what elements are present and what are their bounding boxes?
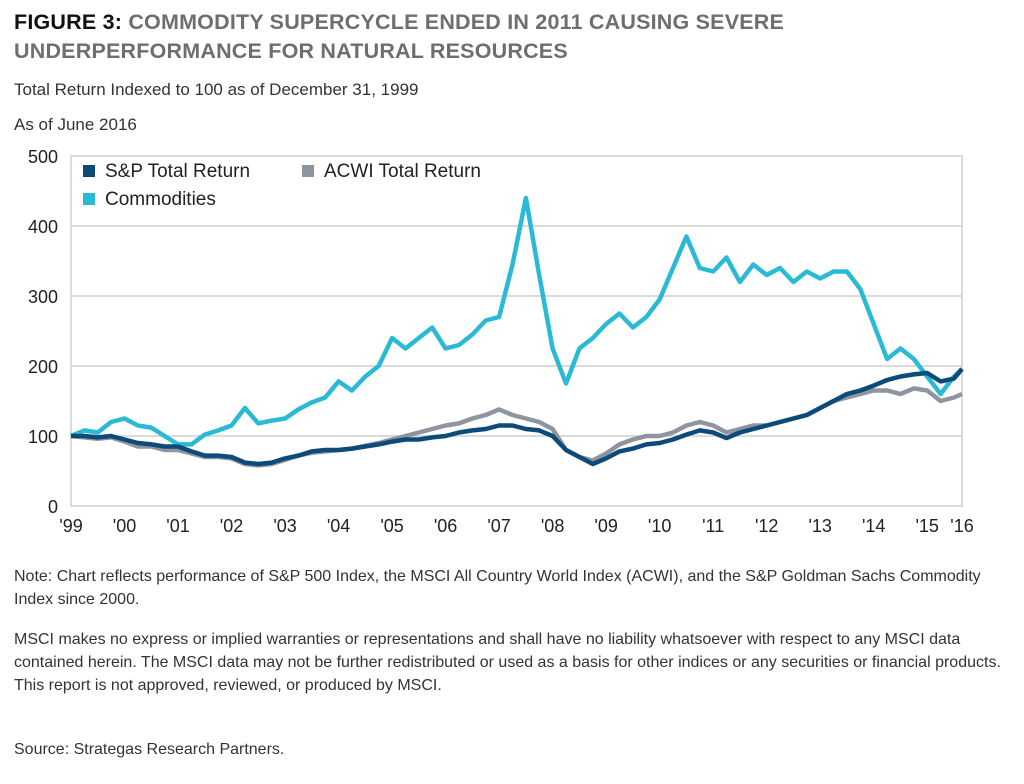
x-tick-label: '00 — [113, 516, 136, 536]
x-tick-label: '01 — [166, 516, 189, 536]
x-tick-label: '11 — [702, 516, 724, 536]
legend-swatch — [83, 165, 95, 177]
x-tick-label: '07 — [487, 516, 510, 536]
line-chart: 0 100 200 300 400 500 '99 '00 '01 '02 '03 '04 '05 '06… — [28, 147, 974, 536]
x-tick-label: '03 — [273, 516, 296, 536]
chart-title: FIGURE 3: COMMODITY SUPERCYCLE ENDED IN … — [14, 8, 1014, 66]
legend-label: ACWI Total Return — [324, 161, 481, 182]
x-tick-label: '10 — [648, 516, 671, 536]
x-tick-label: '05 — [380, 516, 403, 536]
x-tick-label: '04 — [327, 516, 350, 536]
y-tick-label: 400 — [28, 217, 58, 237]
series-line-commodities — [70, 195, 964, 447]
as-of-date: As of June 2016 — [14, 115, 137, 134]
plot-frame — [70, 155, 963, 507]
x-tick-label: '15 — [915, 516, 938, 536]
x-tick-label: '16 — [950, 516, 973, 536]
x-tick-label: '06 — [434, 516, 457, 536]
x-tick-label: '99 — [59, 516, 82, 536]
legend-label: S&P Total Return — [105, 161, 250, 182]
y-tick-label: 300 — [28, 287, 58, 307]
legend-swatch — [302, 165, 314, 177]
x-tick-label: '08 — [541, 516, 564, 536]
x-tick-label: '02 — [220, 516, 243, 536]
figure-label: FIGURE 3: — [14, 10, 123, 34]
msci-disclaimer: MSCI makes no express or implied warrant… — [14, 631, 1001, 694]
x-tick-label: '09 — [594, 516, 617, 536]
x-tick-label: '12 — [755, 516, 778, 536]
source-note: Source: Strategas Research Partners. — [14, 741, 285, 758]
y-tick-label: 500 — [28, 147, 58, 167]
title-text: COMMODITY SUPERCYCLE ENDED IN 2011 CAUSI… — [14, 10, 785, 63]
series-line-s-p-total-return — [71, 367, 964, 467]
legend-swatch — [83, 193, 95, 205]
y-tick-label: 0 — [48, 497, 58, 517]
y-tick-label: 100 — [28, 427, 58, 447]
chart-subtitle: Total Return Indexed to 100 as of Decemb… — [14, 80, 419, 99]
chart-note: Note: Chart reflects performance of S&P … — [14, 568, 981, 608]
x-tick-label: '14 — [862, 516, 885, 536]
x-tick-label: '13 — [808, 516, 831, 536]
legend-label: Commodities — [105, 189, 216, 210]
y-tick-label: 200 — [28, 357, 58, 377]
